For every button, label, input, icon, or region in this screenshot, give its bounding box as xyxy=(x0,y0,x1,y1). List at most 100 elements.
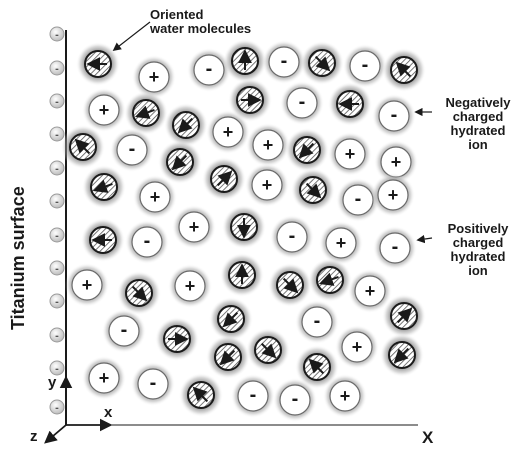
plus-sign: + xyxy=(189,217,200,237)
plus-sign: + xyxy=(336,233,347,253)
dipole-arrow xyxy=(134,105,155,119)
surface-charges: - - - - - - - - - - - - xyxy=(49,26,65,415)
neg-label-line-4: ion xyxy=(468,137,488,152)
positive-ion-body xyxy=(71,269,103,301)
annotation-arrows xyxy=(112,21,433,244)
minus-sign: - xyxy=(391,104,398,126)
surface-charge-sign: - xyxy=(55,163,59,175)
water-molecule xyxy=(222,205,266,249)
negative-ion: - xyxy=(343,44,387,88)
water-molecule xyxy=(82,165,126,209)
dipole-arrow xyxy=(282,277,299,294)
plus-sign: + xyxy=(345,144,356,164)
water-molecule xyxy=(382,294,426,338)
water-molecule xyxy=(246,328,290,372)
surface-charge-circle xyxy=(49,227,65,243)
minus-sign: - xyxy=(292,388,299,410)
dipole-arrow xyxy=(396,307,413,324)
minus-sign: - xyxy=(206,58,213,80)
surface-charge-sign: - xyxy=(55,196,59,208)
negative-ion: - xyxy=(295,300,339,344)
pos-label-line-4: ion xyxy=(468,263,488,278)
minus-sign: - xyxy=(121,319,128,341)
negative-ion-body xyxy=(276,221,308,253)
axis-big-x-label: X xyxy=(422,428,434,447)
positive-ion: + xyxy=(206,110,250,154)
positive-ion: + xyxy=(82,356,126,400)
positive-ion-label: Positively charged hydrated ion xyxy=(432,222,524,278)
positive-ion-body xyxy=(251,169,283,201)
neg-label-line-1: Negatively xyxy=(445,95,511,110)
minus-sign: - xyxy=(144,230,151,252)
positive-ion-body xyxy=(138,61,170,93)
positive-ion: + xyxy=(245,163,289,207)
water-molecule xyxy=(202,157,246,201)
water-molecule xyxy=(179,373,223,417)
water-label-line-1: Oriented xyxy=(150,7,204,22)
negative-ion: - xyxy=(102,309,146,353)
axis-z-label: z xyxy=(30,428,38,445)
surface-charge: - xyxy=(49,126,65,142)
surface-charge-sign: - xyxy=(55,263,59,275)
water-molecule xyxy=(223,39,267,83)
minus-sign: - xyxy=(362,54,369,76)
positive-ion: + xyxy=(335,325,379,369)
water-molecule xyxy=(117,271,161,315)
dipole-arrow xyxy=(308,358,325,375)
axis-x-small-label: x xyxy=(104,404,113,421)
positive-ion: + xyxy=(323,374,367,418)
plus-sign: + xyxy=(388,185,399,205)
minus-sign: - xyxy=(289,225,296,247)
negative-ion-body xyxy=(116,134,148,166)
water-molecule xyxy=(328,82,372,126)
negative-ion: - xyxy=(110,128,154,172)
plus-sign: + xyxy=(149,67,160,87)
water-molecules-label: Oriented water molecules xyxy=(150,8,251,36)
surface-charge: - xyxy=(49,327,65,343)
dipole-arrow xyxy=(393,347,410,364)
dipole-arrow xyxy=(92,179,113,193)
surface-charge: - xyxy=(49,260,65,276)
plus-sign: + xyxy=(262,175,273,195)
plus-sign: + xyxy=(150,187,161,207)
surface-charge-circle xyxy=(49,26,65,42)
positive-ion-body xyxy=(252,129,284,161)
dipole-arrow xyxy=(131,285,148,302)
pos-label-line-2: charged xyxy=(452,235,504,250)
water-molecule xyxy=(158,140,202,184)
negative-ion: - xyxy=(373,226,417,270)
surface-charge-sign: - xyxy=(55,96,59,108)
negative-ion-body xyxy=(279,384,311,416)
positive-ion: + xyxy=(132,55,176,99)
positive-ion: + xyxy=(82,88,126,132)
surface-charge-sign: - xyxy=(55,330,59,342)
positive-ion: + xyxy=(172,205,216,249)
axis-y-label: y xyxy=(48,374,57,391)
water-molecule xyxy=(285,128,329,172)
surface-charge-circle xyxy=(49,293,65,309)
positive-ion: + xyxy=(371,173,415,217)
pos-label-line-3: hydrated xyxy=(450,249,506,264)
negative-ion: - xyxy=(262,40,306,84)
plus-sign: + xyxy=(391,152,402,172)
dipole-arrow xyxy=(314,55,331,72)
surface-charge-circle xyxy=(49,160,65,176)
negative-ion: - xyxy=(131,362,175,406)
positive-ion-body xyxy=(377,179,409,211)
water-molecule xyxy=(209,297,253,341)
surface-charge: - xyxy=(49,26,65,42)
surface-charge: - xyxy=(49,293,65,309)
surface-charge: - xyxy=(49,399,65,415)
negative-ion-body xyxy=(301,306,333,338)
surface-charge: - xyxy=(49,193,65,209)
surface-charge-sign: - xyxy=(55,129,59,141)
plus-sign: + xyxy=(99,100,110,120)
negative-ion-body xyxy=(237,380,269,412)
negative-ion: - xyxy=(231,374,275,418)
negative-ion-body xyxy=(108,315,140,347)
water-molecule xyxy=(155,317,199,361)
negative-ion-body xyxy=(268,46,300,78)
positive-ion-body xyxy=(354,275,386,307)
surface-charge-sign: - xyxy=(55,363,59,375)
